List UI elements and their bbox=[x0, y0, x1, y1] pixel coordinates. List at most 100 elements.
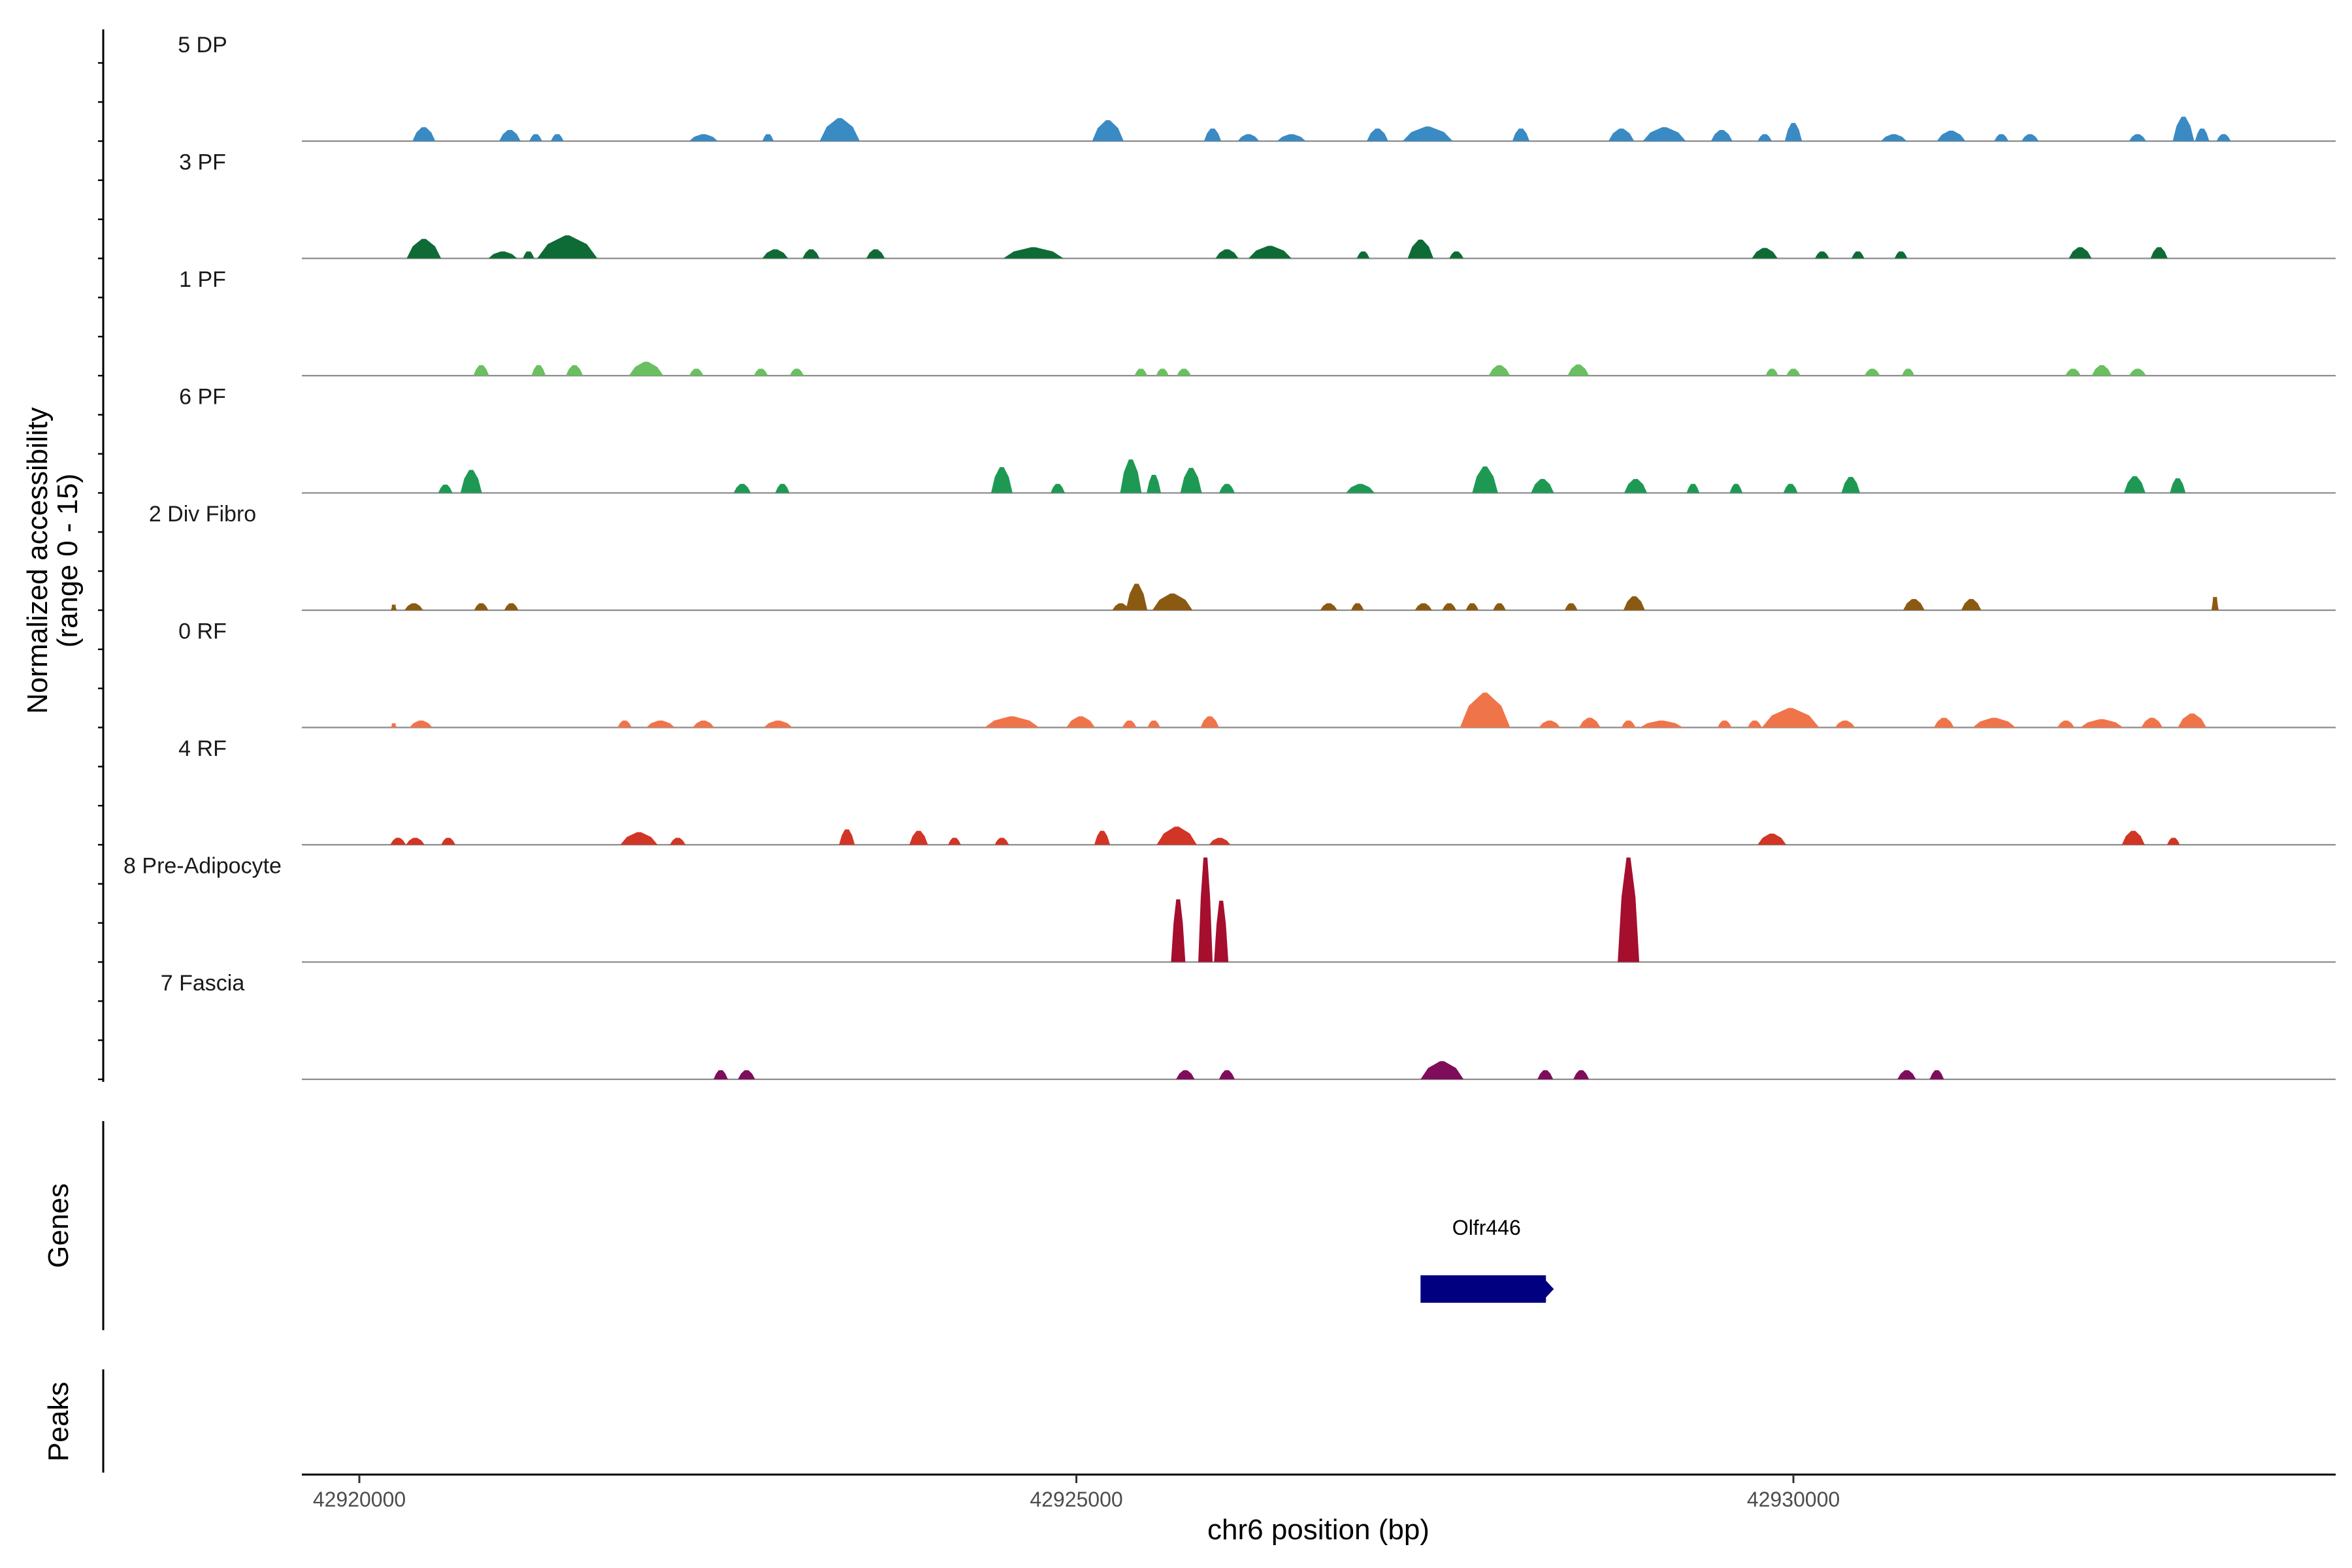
y-axis-title-line1: Normalized accessibility bbox=[22, 407, 54, 713]
accessibility-peak bbox=[2080, 719, 2123, 728]
accessibility-peak bbox=[1880, 134, 1907, 141]
accessibility-peak bbox=[1642, 127, 1686, 141]
accessibility-peak bbox=[1640, 720, 1683, 728]
accessibility-peak bbox=[391, 723, 397, 728]
accessibility-peak bbox=[1465, 603, 1479, 610]
accessibility-peak bbox=[1757, 833, 1787, 845]
accessibility-peak bbox=[1126, 583, 1148, 610]
accessibility-peak bbox=[1094, 830, 1111, 845]
track-6-pf: 6 PF bbox=[179, 385, 2336, 494]
accessibility-peak bbox=[441, 838, 456, 845]
accessibility-peak bbox=[1198, 857, 1213, 962]
track-8-pre-adipocyte: 8 Pre-Adipocyte bbox=[123, 854, 2336, 963]
accessibility-peak bbox=[2141, 717, 2163, 728]
accessibility-peak bbox=[1171, 899, 1186, 962]
gene-body bbox=[1420, 1275, 1546, 1303]
x-axis-tick-label: 42925000 bbox=[1030, 1488, 1122, 1511]
accessibility-peak bbox=[762, 249, 789, 259]
track-label: 4 RF bbox=[178, 736, 227, 761]
accessibility-peak bbox=[738, 1070, 755, 1079]
accessibility-peak bbox=[1623, 596, 1645, 610]
accessibility-peak bbox=[409, 720, 433, 728]
accessibility-peak bbox=[1841, 476, 1861, 493]
accessibility-peak bbox=[460, 470, 482, 493]
accessibility-peak bbox=[1783, 483, 1798, 493]
gene-label: Olfr446 bbox=[1452, 1216, 1521, 1239]
accessibility-peak bbox=[2172, 116, 2195, 141]
track-label: 3 PF bbox=[179, 150, 226, 175]
accessibility-peak bbox=[1122, 720, 1137, 728]
accessibility-peak bbox=[1218, 1070, 1235, 1079]
accessibility-peak bbox=[1356, 251, 1370, 259]
gene-strand-arrow-icon bbox=[1544, 1279, 1554, 1299]
accessibility-peak bbox=[2123, 476, 2146, 493]
accessibility-peak bbox=[2021, 134, 2039, 141]
accessibility-peak bbox=[1215, 249, 1239, 259]
accessibility-peak bbox=[1864, 368, 1880, 376]
accessibility-peak bbox=[2195, 128, 2210, 141]
gene-annotations: Olfr446 bbox=[1420, 1216, 1554, 1303]
accessibility-peak bbox=[1972, 717, 2016, 728]
accessibility-peak bbox=[404, 603, 423, 610]
track-label: 6 PF bbox=[179, 385, 226, 410]
accessibility-peak bbox=[406, 838, 425, 845]
accessibility-peak bbox=[1686, 483, 1700, 493]
track-5-dp: 5 DP bbox=[178, 33, 2336, 142]
accessibility-peak bbox=[2091, 365, 2112, 376]
accessibility-peak bbox=[1134, 368, 1148, 376]
accessibility-peak bbox=[1618, 857, 1640, 962]
accessibility-peak bbox=[2211, 596, 2219, 610]
accessibility-peak bbox=[819, 118, 860, 141]
accessibility-peak bbox=[1710, 129, 1733, 141]
accessibility-peak bbox=[839, 829, 855, 845]
track-0-rf: 0 RF bbox=[178, 619, 2336, 728]
track-2-div-fibro: 2 Div Fibro bbox=[149, 502, 2336, 612]
accessibility-peak bbox=[1765, 368, 1778, 376]
accessibility-peak bbox=[1214, 900, 1229, 962]
accessibility-peak bbox=[1784, 123, 1803, 141]
accessibility-peak bbox=[985, 716, 1039, 728]
accessibility-peak bbox=[1717, 720, 1732, 728]
accessibility-peak bbox=[1493, 603, 1506, 610]
accessibility-peak bbox=[990, 467, 1013, 493]
accessibility-peak bbox=[2129, 134, 2146, 141]
accessibility-peak bbox=[1901, 368, 1915, 376]
x-axis-ticks: 42920000 42925000 42930000 bbox=[313, 1475, 1840, 1511]
accessibility-peak bbox=[1176, 1070, 1195, 1079]
accessibility-peak bbox=[948, 838, 961, 845]
accessibility-peak bbox=[1277, 134, 1306, 141]
accessibility-peak bbox=[523, 251, 534, 259]
accessibility-peak bbox=[866, 249, 885, 259]
accessibility-peak bbox=[1621, 720, 1636, 728]
accessibility-peak bbox=[762, 134, 774, 141]
accessibility-peak bbox=[1147, 474, 1162, 493]
accessibility-peak bbox=[1578, 717, 1601, 728]
accessibility-peak bbox=[693, 720, 715, 728]
accessibility-peak bbox=[488, 251, 517, 259]
accessibility-peak bbox=[1472, 466, 1498, 493]
accessibility-peak bbox=[1092, 120, 1124, 141]
accessibility-peak bbox=[1402, 126, 1453, 141]
accessibility-peak bbox=[1929, 1070, 1944, 1079]
accessibility-peak bbox=[2216, 134, 2231, 141]
accessibility-peak bbox=[689, 368, 704, 376]
accessibility-peak bbox=[1346, 483, 1375, 493]
accessibility-peak bbox=[763, 720, 792, 728]
track-label: 1 PF bbox=[179, 267, 226, 292]
x-axis-tick-label: 42930000 bbox=[1747, 1488, 1840, 1511]
accessibility-peak bbox=[1757, 134, 1772, 141]
accessibility-peak bbox=[629, 361, 664, 376]
track-7-fascia: 7 Fascia bbox=[161, 971, 2336, 1081]
track-label: 5 DP bbox=[178, 33, 227, 57]
accessibility-peak bbox=[775, 483, 790, 493]
accessibility-peak bbox=[733, 483, 751, 493]
accessibility-peak bbox=[1835, 720, 1855, 728]
accessibility-peak bbox=[1897, 1070, 1916, 1079]
accessibility-peak bbox=[1814, 251, 1829, 259]
accessibility-peak bbox=[1050, 483, 1065, 493]
accessibility-peak bbox=[2068, 247, 2092, 259]
accessibility-peak bbox=[1156, 826, 1197, 845]
accessibility-peak bbox=[1531, 479, 1554, 493]
accessibility-peak bbox=[1573, 1070, 1590, 1079]
accessibility-peak bbox=[646, 720, 675, 728]
